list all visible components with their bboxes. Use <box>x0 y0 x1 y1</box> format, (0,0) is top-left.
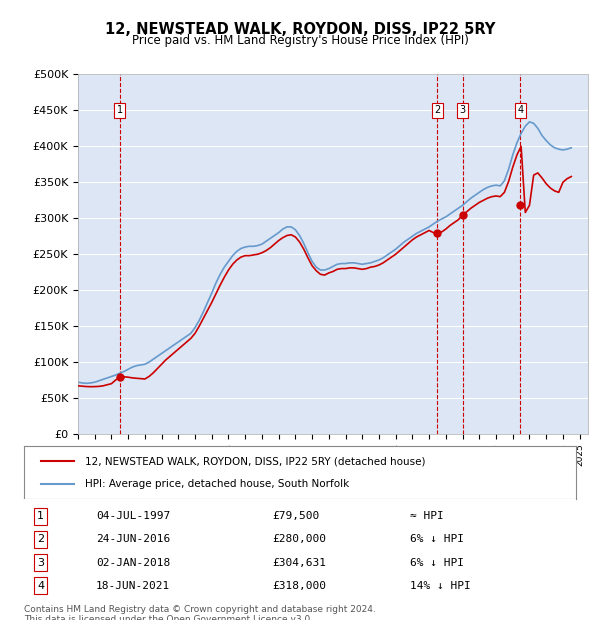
Text: 4: 4 <box>517 105 524 115</box>
Text: 6% ↓ HPI: 6% ↓ HPI <box>410 534 464 544</box>
Text: HPI: Average price, detached house, South Norfolk: HPI: Average price, detached house, Sout… <box>85 479 349 489</box>
Text: 2: 2 <box>434 105 440 115</box>
Text: 1: 1 <box>117 105 123 115</box>
Text: 24-JUN-2016: 24-JUN-2016 <box>96 534 170 544</box>
Text: 4: 4 <box>37 580 44 591</box>
Text: Price paid vs. HM Land Registry's House Price Index (HPI): Price paid vs. HM Land Registry's House … <box>131 34 469 47</box>
Text: £280,000: £280,000 <box>272 534 326 544</box>
Text: £318,000: £318,000 <box>272 580 326 591</box>
Text: 14% ↓ HPI: 14% ↓ HPI <box>410 580 471 591</box>
Text: ≈ HPI: ≈ HPI <box>410 512 444 521</box>
Text: 2: 2 <box>37 534 44 544</box>
Text: 1: 1 <box>37 512 44 521</box>
Text: 12, NEWSTEAD WALK, ROYDON, DISS, IP22 5RY: 12, NEWSTEAD WALK, ROYDON, DISS, IP22 5R… <box>105 22 495 37</box>
Text: Contains HM Land Registry data © Crown copyright and database right 2024.
This d: Contains HM Land Registry data © Crown c… <box>24 604 376 620</box>
Text: 18-JUN-2021: 18-JUN-2021 <box>96 580 170 591</box>
Text: £304,631: £304,631 <box>272 557 326 567</box>
Text: 12, NEWSTEAD WALK, ROYDON, DISS, IP22 5RY (detached house): 12, NEWSTEAD WALK, ROYDON, DISS, IP22 5R… <box>85 456 425 466</box>
Text: 3: 3 <box>37 557 44 567</box>
Text: 3: 3 <box>460 105 466 115</box>
Text: 02-JAN-2018: 02-JAN-2018 <box>96 557 170 567</box>
Text: 6% ↓ HPI: 6% ↓ HPI <box>410 557 464 567</box>
Text: £79,500: £79,500 <box>272 512 320 521</box>
Text: 04-JUL-1997: 04-JUL-1997 <box>96 512 170 521</box>
